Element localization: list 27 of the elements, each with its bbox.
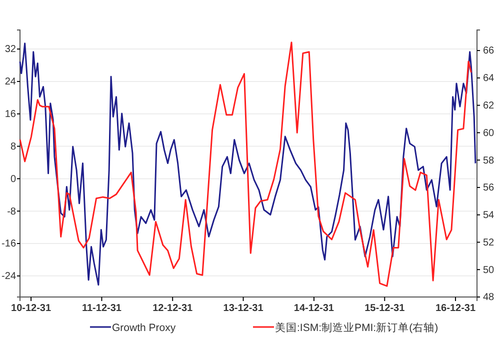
- y-tick-label: 24: [4, 76, 16, 88]
- y2-tick-label: 60: [483, 128, 495, 139]
- x-tick-label: 12-12-31: [152, 303, 194, 314]
- legend-label: Growth Proxy: [112, 322, 176, 334]
- x-tick-label: 16-12-31: [435, 303, 476, 314]
- y2-tick-label: 54: [483, 210, 495, 222]
- y2-tick-label: 58: [483, 155, 495, 166]
- y2-tick-label: 48: [483, 292, 495, 304]
- legend-label: 美国:ISM:制造业PMI:新订单(右轴): [275, 321, 438, 334]
- y-tick-label: 8: [10, 141, 16, 152]
- y-tick-label: 16: [4, 109, 16, 120]
- y2-tick-label: 52: [483, 237, 495, 248]
- y2-tick-label: 66: [483, 46, 495, 57]
- y2-tick-label: 56: [483, 182, 495, 194]
- y2-tick-label: 64: [483, 73, 495, 84]
- y2-tick-label: 50: [483, 264, 495, 276]
- x-tick-label: 14-12-31: [294, 303, 334, 314]
- y-tick-label: 32: [4, 44, 16, 56]
- x-tick-label: 15-12-31: [364, 303, 406, 314]
- x-tick-label: 13-12-31: [223, 303, 264, 314]
- y-tick-label: -24: [2, 271, 16, 282]
- y2-tick-label: 62: [483, 100, 495, 112]
- y-tick-label: -8: [7, 206, 16, 218]
- x-tick-label: 10-12-31: [11, 303, 52, 314]
- x-tick-label: 11-12-31: [82, 303, 122, 314]
- y-tick-label: 0: [10, 174, 16, 185]
- y-tick-label: -16: [2, 238, 16, 250]
